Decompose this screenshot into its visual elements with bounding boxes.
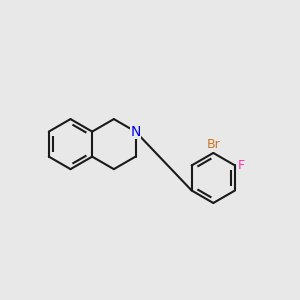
Text: N: N <box>130 124 141 139</box>
Text: F: F <box>237 159 244 172</box>
Text: Br: Br <box>206 139 220 152</box>
